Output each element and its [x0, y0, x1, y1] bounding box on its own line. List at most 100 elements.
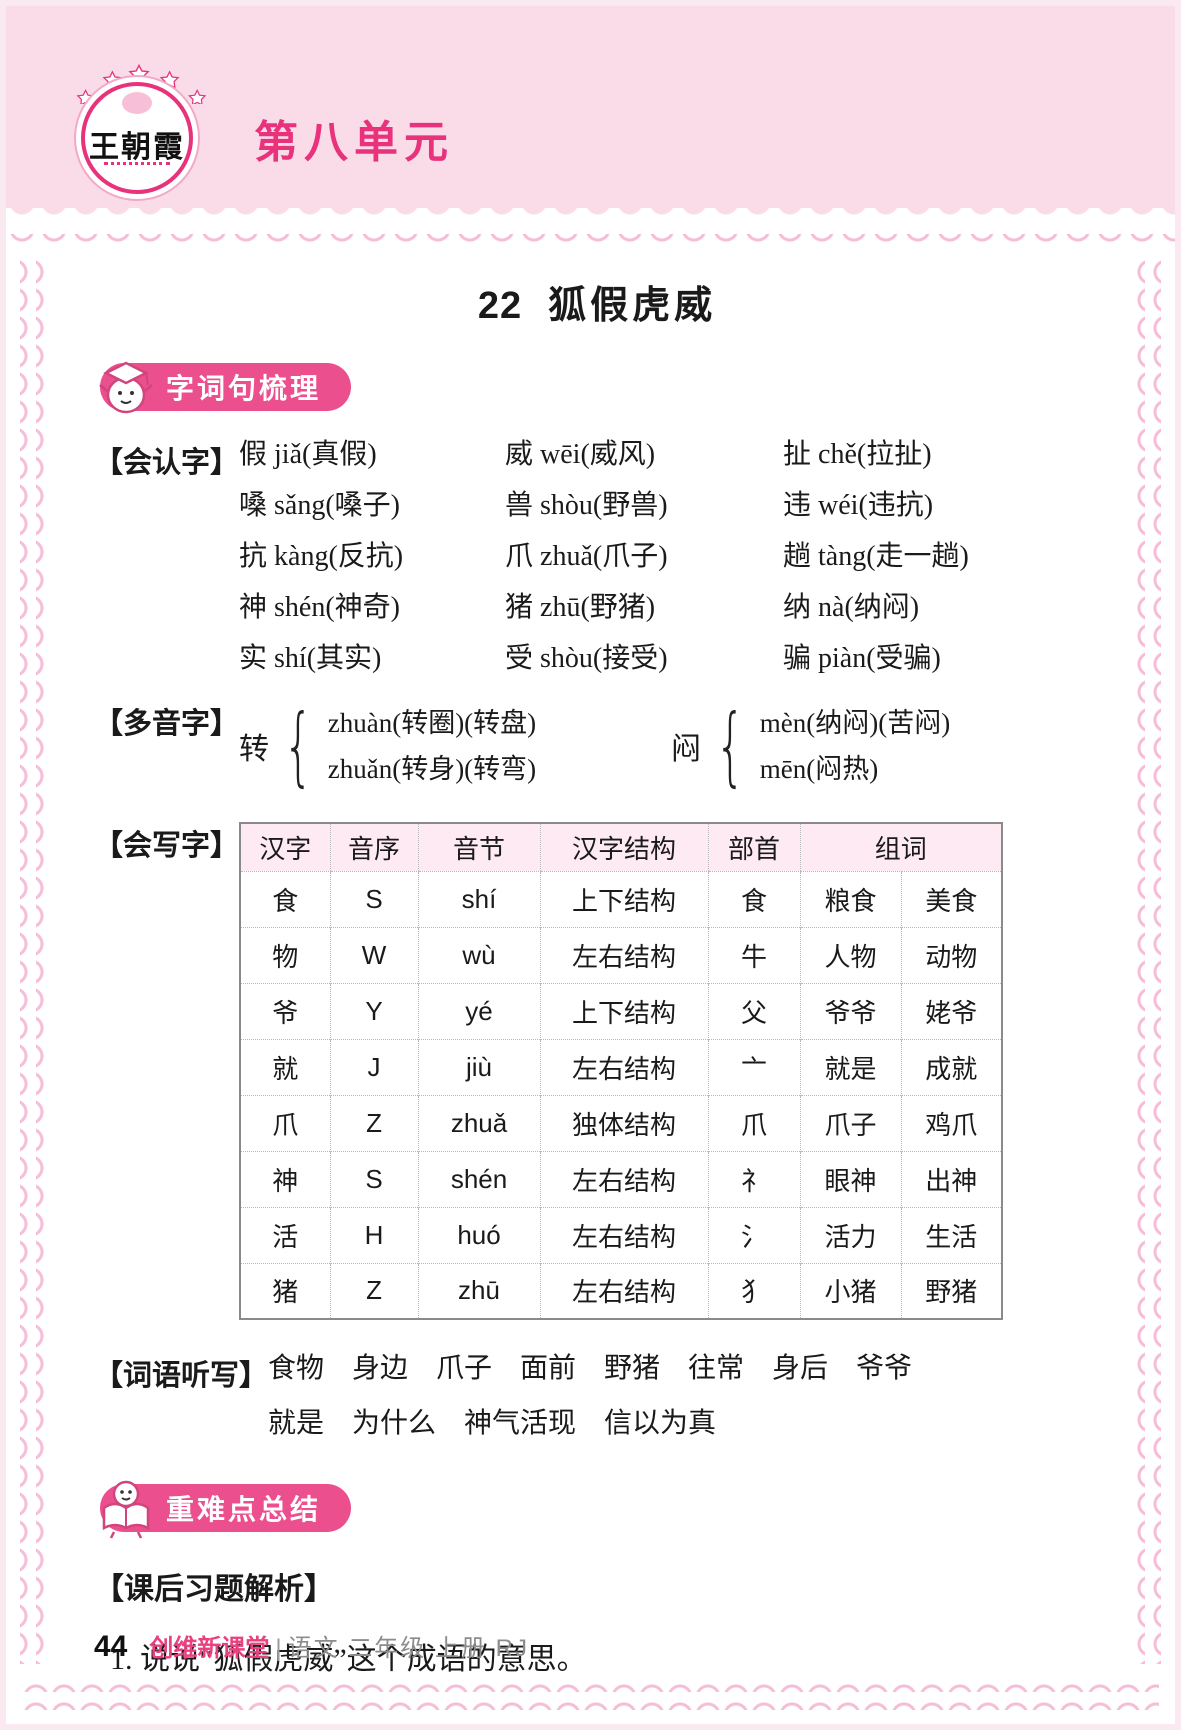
col-header-hanzi: 汉字	[240, 823, 331, 872]
table-row: 爷 Y yé 上下结构 父 爷爷 姥爷	[240, 982, 1003, 1039]
cell-zuci-2: 鸡爪	[900, 1094, 1003, 1151]
renzi-item: 兽 shòu(野兽)	[505, 490, 668, 521]
renzi-item: 抗 kàng(反抗)	[239, 541, 404, 572]
col-header-bushou: 部首	[707, 823, 801, 872]
cell-bushou: 亠	[707, 1038, 801, 1095]
section-badge-summary-label: 重难点总结	[166, 1494, 322, 1525]
renzi-item: 猪 zhū(野猪)	[505, 592, 656, 623]
lesson-number: 22	[477, 285, 523, 327]
banner-scallop-edge	[6, 208, 1175, 224]
section-xiezi: 【会写字】 汉字 音序 音节 汉字结构 部首 组词	[94, 822, 1100, 1320]
footer-divider: |	[275, 1635, 282, 1662]
cell-yinxu: H	[329, 1206, 419, 1263]
frame-wave-bottom-outer	[22, 1695, 1159, 1710]
xiezi-table: 汉字 音序 音节 汉字结构 部首 组词 食 S shí 上下结构 食	[239, 822, 1004, 1320]
cell-bushou: 犭	[707, 1262, 801, 1319]
table-row: 猪 Z zhū 左右结构 犭 小猪 野猪	[240, 1262, 1003, 1319]
logo-stars-icon	[76, 64, 206, 104]
section-duoyinzi: 【多音字】 转 { zhuàn(转圈)(转盘) zhuǎn(转身)(转弯) 闷 …	[94, 700, 1100, 792]
cell-hanzi: 活	[240, 1206, 331, 1263]
cell-zuci-2: 美食	[900, 870, 1003, 927]
banner-wave-line	[6, 234, 1175, 248]
page-footer: 44 创维新课堂 | 语文 二年级 上册 RJ	[94, 1628, 529, 1664]
renzi-item: 受 shòu(接受)	[505, 643, 668, 674]
cell-hanzi: 爪	[240, 1094, 331, 1151]
cell-zuci-1: 爷爷	[799, 982, 902, 1039]
cell-yinjie: yé	[417, 982, 541, 1039]
duoyinzi-group: 闷 { mèn(纳闷)(苦闷) mēn(闷热)	[671, 700, 950, 792]
duoyinzi-readings: mèn(纳闷)(苦闷) mēn(闷热)	[760, 700, 950, 792]
logo-slogan-line	[104, 162, 170, 166]
lesson-name: 狐假虎威	[548, 285, 717, 327]
cell-zuci-2: 出神	[900, 1150, 1003, 1207]
cell-yinjie: huó	[417, 1206, 541, 1263]
cell-bushou: 食	[707, 870, 801, 927]
cell-zuci-1: 活力	[799, 1206, 902, 1263]
renzi-item: 实 shí(其实)	[239, 643, 382, 674]
logo-name: 王朝霞	[89, 131, 185, 164]
duoyinzi-char: 闷	[671, 733, 702, 766]
question-1: 1. 说说“狐假虎威”这个成语的意思。	[110, 1643, 587, 1676]
cell-yinxu: Z	[329, 1262, 419, 1319]
section-renzi: 【会认字】 假 jiǎ(真假) 威 wēi(威风) 扯 chě(拉扯) 嗓 sǎ…	[94, 439, 1100, 674]
unit-title: 第八单元	[254, 118, 454, 167]
xiezi-label: 【会写字】	[94, 830, 240, 862]
table-row: 食 S shí 上下结构 食 粮食 美食	[240, 870, 1003, 927]
cell-yinxu: S	[329, 870, 419, 927]
cell-hanzi: 猪	[240, 1262, 331, 1319]
cell-hanzi: 食	[240, 870, 331, 927]
renzi-item: 骗 piàn(受骗)	[783, 643, 941, 674]
cell-yinjie: zhuǎ	[417, 1094, 541, 1151]
cell-yinxu: J	[329, 1038, 419, 1095]
cell-bushou: 礻	[707, 1150, 801, 1207]
cell-zuci-1: 眼神	[799, 1150, 902, 1207]
tingxie-label: 【词语听写】	[94, 1360, 269, 1392]
cell-yinjie: shí	[417, 870, 541, 927]
cell-zuci-1: 就是	[799, 1038, 902, 1095]
publisher-logo: 王朝霞	[76, 64, 206, 200]
cell-jiegou: 独体结构	[539, 1094, 709, 1151]
cell-yinxu: S	[329, 1150, 419, 1207]
cell-zuci-2: 动物	[900, 926, 1003, 983]
frame-wave-bottom-inner	[22, 1677, 1159, 1692]
page-content: 22 狐假虎威 字词句梳理 【会认字】 假 jiǎ(真假) 威 wēi(威风) 扯…	[94, 264, 1100, 1678]
cell-bushou: 父	[707, 982, 801, 1039]
section-badge-words: 字词句梳理	[99, 361, 352, 414]
jiexi-label: 【课后习题解析】	[94, 1573, 334, 1606]
page-number: 44	[94, 1630, 128, 1663]
cell-yinxu: Z	[329, 1094, 419, 1151]
table-header-row: 汉字 音序 音节 汉字结构 部首 组词	[240, 823, 1003, 872]
col-header-yinjie: 音节	[417, 823, 541, 872]
cell-jiegou: 上下结构	[539, 870, 709, 927]
duoyinzi-reading: zhuǎn(转身)(转弯)	[327, 754, 537, 784]
cell-bushou: 爪	[707, 1094, 801, 1151]
renzi-grid: 假 jiǎ(真假) 威 wēi(威风) 扯 chě(拉扯) 嗓 sǎng(嗓子)…	[239, 439, 1100, 674]
duoyinzi-label: 【多音字】	[94, 708, 240, 740]
renzi-item: 嗓 sǎng(嗓子)	[239, 490, 400, 521]
renzi-item: 违 wéi(违抗)	[783, 490, 934, 521]
duoyinzi-reading: zhuàn(转圈)(转盘)	[327, 708, 537, 738]
duoyinzi-char: 转	[239, 733, 270, 766]
tingxie-line-1: 食物 身边 爪子 面前 野猪 往常 身后 爷爷	[268, 1353, 913, 1384]
cell-yinxu: Y	[329, 982, 419, 1039]
section-tingxie: 【词语听写】 食物 身边 爪子 面前 野猪 往常 身后 爷爷 就是 为什么 神气…	[94, 1352, 1100, 1440]
cell-zuci-2: 野猪	[900, 1262, 1003, 1319]
cell-zuci-2: 成就	[900, 1038, 1003, 1095]
tingxie-line-2: 就是 为什么 神气活现 信以为真	[268, 1408, 717, 1439]
cell-jiegou: 左右结构	[539, 1206, 709, 1263]
frame-wave-left-inner	[36, 258, 51, 1664]
book-mascot-icon	[102, 1480, 150, 1539]
table-row: 爪 Z zhuǎ 独体结构 爪 爪子 鸡爪	[240, 1094, 1003, 1151]
cell-zuci-2: 生活	[900, 1206, 1003, 1263]
col-header-zuci: 组词	[799, 823, 1003, 872]
brace-glyph: {	[715, 696, 746, 796]
cell-hanzi: 爷	[240, 982, 331, 1039]
frame-wave-right-inner	[1130, 258, 1145, 1664]
section-badge-words-label: 字词句梳理	[166, 373, 322, 404]
renzi-label: 【会认字】	[94, 447, 240, 479]
cell-zuci-2: 姥爷	[900, 982, 1003, 1039]
cell-hanzi: 就	[240, 1038, 331, 1095]
cell-zuci-1: 小猪	[799, 1262, 902, 1319]
table-row: 活 H huó 左右结构 氵 活力 生活	[240, 1206, 1003, 1263]
